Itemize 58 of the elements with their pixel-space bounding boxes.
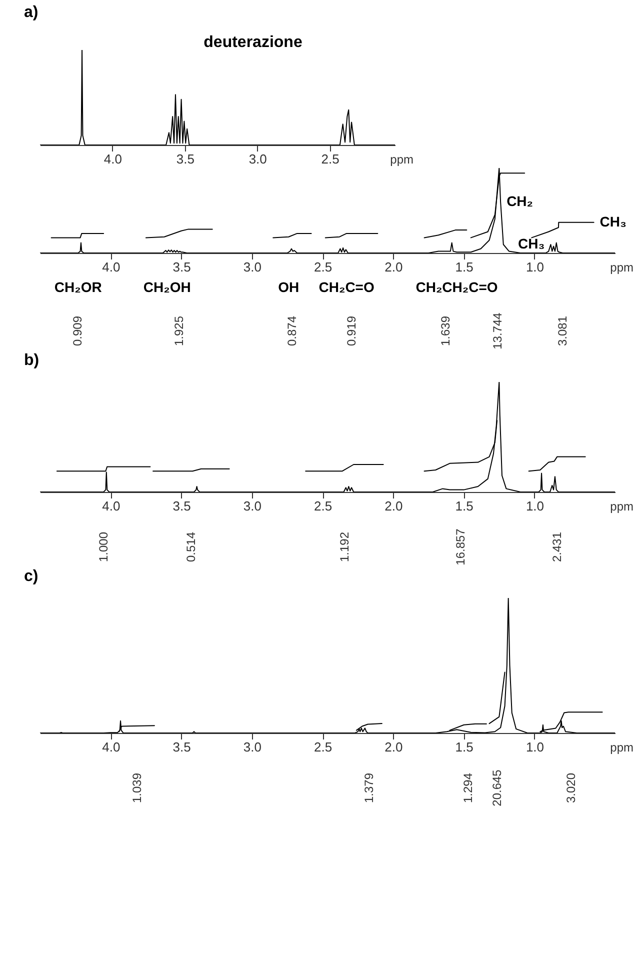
x-tick-label: 3.5 (172, 498, 191, 514)
text: 1.294 (461, 772, 476, 804)
x-tick-label: 2.0 (384, 498, 403, 514)
annotation: CH₂OH (143, 279, 191, 295)
text: 3.081 (556, 316, 570, 346)
text: 1.000 (96, 532, 111, 562)
x-tick-label: 1.5 (455, 740, 474, 754)
text: 1.379 (362, 772, 376, 804)
x-tick-label: 4.0 (102, 260, 120, 274)
x-axis-title: ppm (610, 500, 634, 514)
x-tick-label: 3.5 (172, 260, 191, 274)
annotation: CH₂OR (54, 279, 102, 295)
text: 0.919 (344, 316, 359, 346)
x-tick-label: 2.5 (314, 740, 332, 754)
text: 1.192 (337, 532, 352, 562)
text: 13.744 (490, 312, 505, 350)
x-tick-label: 1.5 (455, 498, 474, 514)
x-tick-label: 4.0 (102, 740, 120, 754)
annotation: CH₃ (600, 213, 627, 230)
x-tick-label: 3.0 (243, 740, 262, 754)
x-tick-label: 2.5 (321, 152, 340, 166)
x-tick-label: 1.0 (526, 260, 544, 274)
chart-title: a) (24, 4, 38, 21)
annotation: CH₃ (518, 236, 545, 252)
text: 3.020 (564, 772, 578, 804)
x-tick-label: 2.0 (384, 260, 403, 274)
text: 1.925 (172, 316, 186, 346)
annotation: deuterazione (204, 34, 302, 51)
annotation: CH₂ (506, 193, 534, 209)
x-axis-title: ppm (390, 152, 414, 166)
x-tick-label: 3.0 (243, 260, 262, 274)
text: 2.431 (550, 532, 564, 562)
text: 0.874 (285, 316, 300, 346)
chart-title: b) (24, 352, 40, 369)
annotation: CH₂C=O (318, 279, 374, 295)
x-axis-title: ppm (610, 740, 634, 754)
x-tick-label: 3.0 (248, 152, 267, 166)
x-tick-label: 1.0 (526, 740, 544, 754)
annotation: CH₂CH₂C=O (416, 279, 498, 295)
x-tick-label: 2.5 (314, 498, 332, 514)
x-tick-label: 1.0 (526, 498, 544, 514)
x-tick-label: 1.5 (455, 260, 474, 274)
annotation: OH (278, 279, 300, 295)
x-tick-label: 2.0 (384, 740, 403, 754)
text: 0.909 (70, 316, 84, 346)
x-tick-label: 3.5 (176, 152, 194, 166)
text: 1.639 (438, 316, 452, 346)
text: 0.514 (184, 532, 198, 562)
text: 16.857 (454, 528, 468, 566)
x-tick-label: 3.0 (243, 498, 262, 514)
x-tick-label: 2.5 (314, 260, 332, 274)
x-tick-label: 4.0 (104, 152, 122, 166)
x-tick-label: 3.5 (172, 740, 191, 754)
text: 1.039 (130, 772, 144, 804)
chart-title: c) (24, 568, 38, 585)
text: 20.645 (490, 769, 504, 806)
x-axis-title: ppm (610, 260, 634, 274)
x-tick-label: 4.0 (102, 498, 120, 514)
